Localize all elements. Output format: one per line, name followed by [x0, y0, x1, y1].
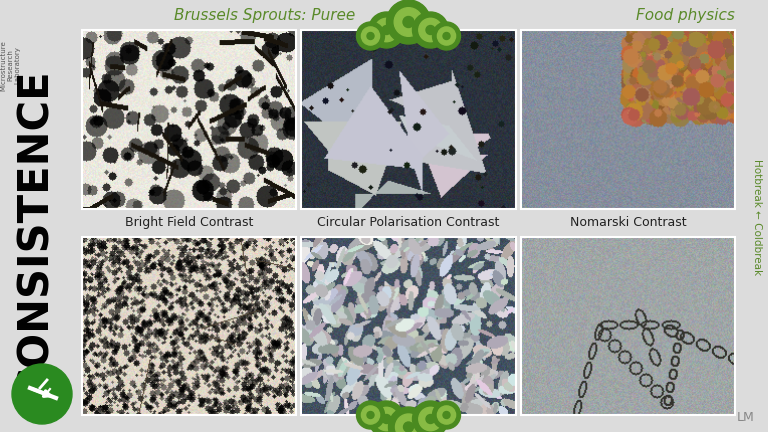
- Circle shape: [12, 364, 72, 424]
- Circle shape: [367, 32, 374, 39]
- Circle shape: [443, 32, 450, 39]
- Text: Brussels Sprouts: Puree: Brussels Sprouts: Puree: [174, 8, 356, 23]
- Circle shape: [369, 12, 405, 48]
- Circle shape: [426, 25, 435, 35]
- Text: Circular Polarisation Contrast: Circular Polarisation Contrast: [317, 216, 500, 229]
- Circle shape: [403, 422, 413, 432]
- Circle shape: [382, 25, 391, 35]
- Circle shape: [432, 22, 461, 50]
- Bar: [301, 30, 515, 209]
- Circle shape: [356, 22, 385, 50]
- Text: Nomarski Contrast: Nomarski Contrast: [570, 216, 686, 229]
- Bar: [82, 236, 296, 415]
- Bar: [521, 236, 735, 415]
- Circle shape: [419, 18, 442, 42]
- Text: LM: LM: [737, 411, 755, 424]
- Circle shape: [412, 12, 449, 48]
- Text: CONSISTENCE: CONSISTENCE: [14, 69, 56, 396]
- Circle shape: [438, 406, 455, 424]
- Circle shape: [419, 407, 442, 431]
- Circle shape: [432, 401, 461, 429]
- Circle shape: [443, 412, 450, 419]
- Circle shape: [362, 27, 379, 45]
- Text: Hotbreak ← Coldbreak: Hotbreak ← Coldbreak: [752, 159, 762, 276]
- Circle shape: [369, 401, 405, 432]
- Circle shape: [394, 8, 423, 36]
- Circle shape: [403, 16, 414, 28]
- Circle shape: [396, 414, 422, 432]
- Circle shape: [412, 401, 449, 432]
- Bar: [301, 236, 515, 415]
- Text: Bright Field Contrast: Bright Field Contrast: [125, 216, 253, 229]
- Text: Microstructure
Research
Laboratory: Microstructure Research Laboratory: [0, 40, 20, 91]
- Circle shape: [389, 407, 429, 432]
- Circle shape: [382, 414, 391, 423]
- Circle shape: [375, 407, 398, 431]
- Circle shape: [426, 414, 435, 423]
- Circle shape: [362, 406, 379, 424]
- Circle shape: [356, 401, 385, 429]
- Bar: [82, 30, 296, 209]
- Text: Food physics: Food physics: [636, 8, 735, 23]
- Circle shape: [386, 0, 431, 44]
- Bar: [521, 30, 735, 209]
- Circle shape: [367, 412, 374, 419]
- Circle shape: [375, 18, 398, 42]
- Circle shape: [438, 27, 455, 45]
